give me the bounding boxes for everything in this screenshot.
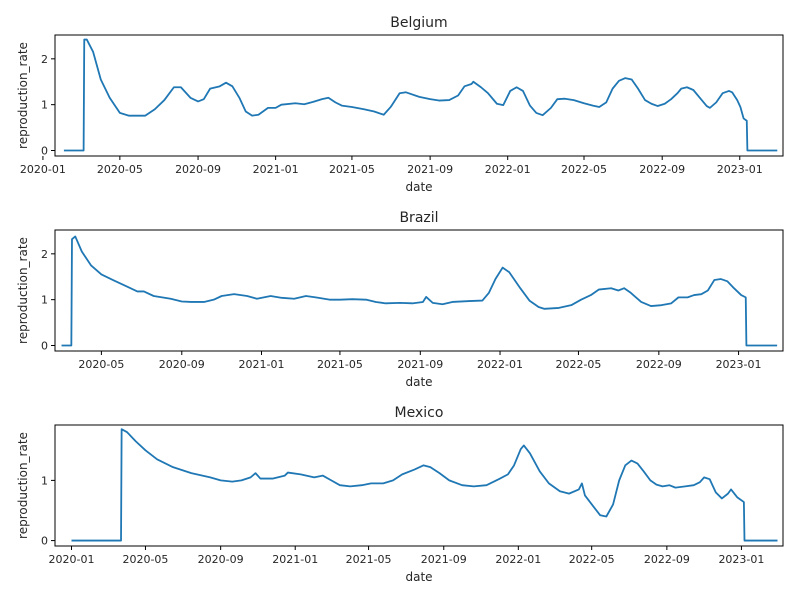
y-tick-label: 0 bbox=[41, 145, 48, 158]
x-tick-label: 2020-05 bbox=[122, 553, 168, 566]
chart-title: Mexico bbox=[395, 405, 444, 421]
x-tick-label: 2022-01 bbox=[477, 358, 523, 371]
x-tick-label: 2021-01 bbox=[272, 553, 318, 566]
x-tick-label: 2022-05 bbox=[569, 553, 615, 566]
x-tick-label: 2023-01 bbox=[716, 358, 762, 371]
x-tick-label: 2021-01 bbox=[253, 163, 299, 176]
y-tick-label: 1 bbox=[41, 474, 48, 487]
x-tick-label: 2020-05 bbox=[97, 163, 143, 176]
y-tick-label: 0 bbox=[41, 340, 48, 353]
x-tick-label: 2023-01 bbox=[717, 163, 763, 176]
x-tick-label: 2022-05 bbox=[561, 163, 607, 176]
y-tick-label: 2 bbox=[41, 53, 48, 66]
x-tick-label: 2021-09 bbox=[407, 163, 453, 176]
x-tick-label: 2022-01 bbox=[485, 163, 531, 176]
y-axis-label: reproduction_rate bbox=[16, 42, 30, 149]
x-tick-label: 2020-09 bbox=[175, 163, 221, 176]
chart-title: Brazil bbox=[399, 210, 438, 226]
x-tick-label: 2022-05 bbox=[555, 358, 601, 371]
y-axis-label: reproduction_rate bbox=[16, 237, 30, 344]
x-tick-label: 2021-05 bbox=[346, 553, 392, 566]
x-axis-label: date bbox=[405, 180, 432, 194]
y-tick-label: 1 bbox=[41, 99, 48, 112]
x-axis-label: date bbox=[405, 570, 432, 584]
x-tick-label: 2022-09 bbox=[644, 553, 690, 566]
x-tick-label: 2020-09 bbox=[198, 553, 244, 566]
x-tick-label: 2021-01 bbox=[239, 358, 285, 371]
y-axis-label: reproduction_rate bbox=[16, 432, 30, 539]
plot-frame bbox=[54, 34, 784, 157]
x-tick-label: 2023-01 bbox=[718, 553, 764, 566]
chart-panel-brazil: Brazil 2020-05 2020-09 2021-01 2021-05 2021-0… bbox=[16, 210, 784, 389]
x-tick-label: 2020-01 bbox=[20, 163, 66, 176]
x-tick-label: 2021-09 bbox=[397, 358, 443, 371]
x-tick-label: 2021-09 bbox=[421, 553, 467, 566]
x-tick-label: 2022-01 bbox=[495, 553, 541, 566]
x-tick-label: 2020-09 bbox=[159, 358, 205, 371]
y-tick-label: 2 bbox=[41, 248, 48, 261]
x-tick-label: 2020-05 bbox=[78, 358, 124, 371]
x-axis-label: date bbox=[405, 375, 432, 389]
plot-frame bbox=[54, 229, 784, 352]
x-tick-label: 2021-05 bbox=[317, 358, 363, 371]
series-line bbox=[71, 428, 778, 542]
series-line bbox=[61, 235, 778, 347]
x-tick-label: 2020-01 bbox=[49, 553, 95, 566]
y-tick-label: 1 bbox=[41, 294, 48, 307]
chart-panel-mexico: Mexico 2020-01 2020-05 2020-09 2021-01 2021-0… bbox=[16, 405, 784, 584]
x-tick-label: 2022-09 bbox=[636, 358, 682, 371]
y-tick-label: 0 bbox=[41, 535, 48, 548]
series-line bbox=[63, 38, 778, 152]
x-tick-label: 2021-05 bbox=[329, 163, 375, 176]
chart-title: Belgium bbox=[390, 15, 447, 31]
x-tick-label: 2022-09 bbox=[639, 163, 685, 176]
plot-frame bbox=[54, 424, 784, 547]
chart-panel-belgium: Belgium 2020-01 2020-05 2020-09 2021-01 2021-… bbox=[16, 15, 784, 194]
